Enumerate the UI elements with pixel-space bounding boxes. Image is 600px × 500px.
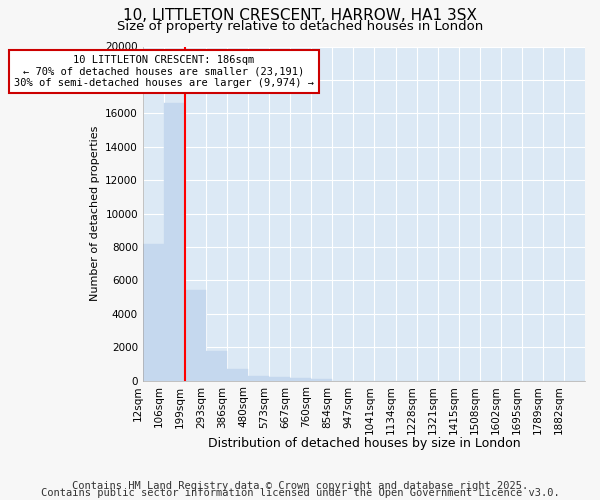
Bar (164, 104, 185, 380)
Bar (311, 379, 332, 380)
Y-axis label: Number of detached properties: Number of detached properties (89, 126, 100, 301)
Bar (290, 378, 311, 380)
Text: 10, LITTLETON CRESCENT, HARROW, HA1 3SX: 10, LITTLETON CRESCENT, HARROW, HA1 3SX (123, 8, 477, 22)
Text: Contains public sector information licensed under the Open Government Licence v3: Contains public sector information licen… (41, 488, 559, 498)
Text: 10 LITTLETON CRESCENT: 186sqm
← 70% of detached houses are smaller (23,191)
30% : 10 LITTLETON CRESCENT: 186sqm ← 70% of d… (14, 55, 314, 88)
Bar (227, 369, 248, 380)
Bar (248, 376, 269, 380)
Bar (143, 244, 164, 380)
Text: Size of property relative to detached houses in London: Size of property relative to detached ho… (117, 20, 483, 33)
Bar (269, 378, 290, 380)
Bar (185, 290, 206, 380)
Bar (206, 350, 227, 380)
X-axis label: Distribution of detached houses by size in London: Distribution of detached houses by size … (208, 437, 520, 450)
Text: Contains HM Land Registry data © Crown copyright and database right 2025.: Contains HM Land Registry data © Crown c… (72, 481, 528, 491)
